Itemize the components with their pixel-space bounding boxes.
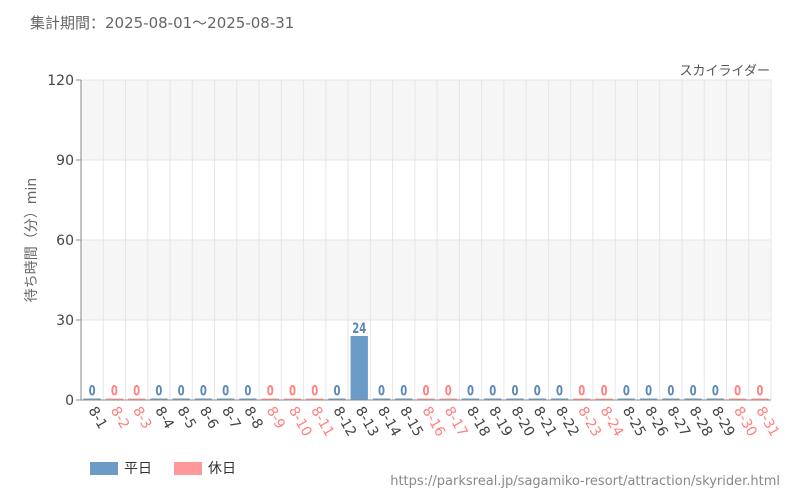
bar-value-label: 0	[89, 384, 96, 400]
bar-8-13	[350, 336, 368, 400]
bar-value-label: 0	[645, 384, 652, 400]
plot-band	[81, 80, 771, 160]
x-tick-label: 8-31	[752, 404, 782, 440]
bar-8-5	[172, 398, 190, 400]
legend-weekday-label: 平日	[124, 461, 152, 477]
bar-value-label: 0	[556, 384, 563, 400]
bar-value-label: 0	[222, 384, 229, 400]
plot-band	[81, 240, 771, 320]
source-url: https://parksreal.jp/sagamiko-resort/att…	[390, 474, 780, 489]
x-tick-label: 8-2	[107, 404, 132, 432]
bar-8-25	[617, 398, 636, 400]
x-tick-label: 8-4	[151, 404, 176, 432]
bar-value-label: 0	[178, 384, 185, 400]
x-tick-label: 8-3	[129, 404, 154, 432]
bar-8-29	[706, 398, 725, 400]
bar-8-11	[306, 398, 324, 400]
bar-8-7	[216, 398, 235, 400]
bar-value-label: 0	[111, 384, 118, 400]
bar-value-label: 0	[756, 384, 763, 400]
y-tick-labels: 0 30 60 90 120	[47, 73, 74, 409]
bar-8-23	[573, 398, 591, 400]
bar-8-20	[506, 398, 524, 400]
bar-value-label: 24	[352, 321, 366, 337]
bar-value-label: 0	[423, 384, 430, 400]
bar-value-label: 0	[311, 384, 318, 400]
y-tick-label: 0	[65, 393, 74, 409]
bar-8-18	[461, 398, 480, 400]
legend-holiday: 休日	[174, 458, 236, 478]
bar-value-label: 0	[734, 384, 741, 400]
bar-value-label: 0	[267, 384, 274, 400]
x-tick-labels: 8-18-28-38-48-58-68-78-88-98-108-118-128…	[85, 404, 782, 440]
y-tick-label: 90	[56, 153, 74, 169]
legend-weekday: 平日	[90, 458, 152, 478]
bar-8-16	[417, 398, 435, 400]
axes	[76, 79, 771, 401]
bar-8-19	[484, 398, 502, 400]
plot-band	[81, 320, 771, 400]
y-tick-label: 120	[47, 73, 74, 89]
x-tick-label: 8-6	[196, 404, 221, 432]
bar-value-label: 0	[578, 384, 585, 400]
y-tick-label: 60	[56, 233, 74, 249]
bar-8-27	[662, 398, 680, 400]
bar-8-6	[194, 398, 213, 400]
bar-value-label: 0	[534, 384, 541, 400]
bar-value-label: 0	[445, 384, 452, 400]
bar-value-label: 0	[712, 384, 719, 400]
bar-value-label: 0	[289, 384, 296, 400]
bar-value-label: 0	[512, 384, 519, 400]
bar-value-label: 0	[601, 384, 608, 400]
plot-band	[81, 160, 771, 240]
bar-8-12	[328, 398, 346, 400]
bar-value-label: 0	[133, 384, 140, 400]
y-axis-label: 待ち時間（分）min	[24, 178, 40, 302]
bar-8-14	[372, 398, 391, 400]
bar-8-10	[283, 398, 302, 400]
bar-8-4	[150, 398, 168, 400]
legend-holiday-label: 休日	[208, 461, 236, 477]
bars	[83, 336, 769, 400]
bar-value-label: 0	[200, 384, 207, 400]
bar-8-30	[728, 398, 747, 400]
bar-8-24	[595, 398, 613, 400]
x-tick-label: 8-5	[174, 404, 199, 432]
bar-8-1	[83, 398, 101, 400]
x-tick-label: 8-7	[218, 404, 243, 432]
bar-value-label: 0	[400, 384, 407, 400]
bar-8-15	[395, 398, 413, 400]
bar-8-26	[639, 398, 658, 400]
bar-8-21	[528, 398, 546, 400]
bar-8-28	[684, 398, 702, 400]
bar-value-label: 0	[467, 384, 474, 400]
bar-value-label: 0	[378, 384, 385, 400]
chart-title: スカイライダー	[680, 64, 770, 79]
bar-value-label: 0	[623, 384, 630, 400]
bar-value-label: 0	[155, 384, 162, 400]
bar-value-label: 0	[489, 384, 496, 400]
plot-background	[81, 80, 771, 400]
x-tick-label: 8-8	[240, 404, 265, 432]
bar-8-2	[105, 398, 124, 400]
legend-weekday-swatch	[90, 461, 118, 475]
bar-value-label: 0	[690, 384, 697, 400]
bar-8-22	[550, 398, 569, 400]
legend-holiday-swatch	[174, 461, 202, 475]
bar-8-8	[239, 398, 257, 400]
bar-8-3	[127, 398, 146, 400]
bar-8-31	[751, 398, 769, 400]
bar-value-label: 0	[667, 384, 674, 400]
bar-value-label: 0	[333, 384, 340, 400]
y-tick-label: 30	[56, 313, 74, 329]
bar-8-9	[261, 398, 279, 400]
period-label: 集計期間：2025-08-01～2025-08-31	[30, 14, 295, 32]
bar-8-17	[439, 398, 457, 400]
x-tick-label: 8-1	[85, 404, 110, 432]
x-tick-label: 8-9	[263, 404, 288, 432]
bar-value-label: 0	[244, 384, 251, 400]
